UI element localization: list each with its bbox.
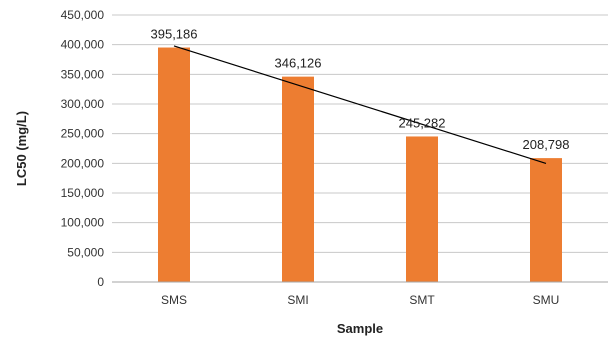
data-labels: 395,186 346,126 245,282 208,798	[151, 27, 570, 153]
data-label-sms: 395,186	[151, 27, 198, 42]
y-tick-label: 350,000	[61, 67, 105, 81]
y-tick-label: 100,000	[61, 216, 105, 230]
bars	[158, 47, 562, 283]
y-tick-label: 450,000	[61, 8, 105, 22]
trendline-group	[173, 45, 547, 164]
x-tick-label: SMT	[409, 293, 435, 307]
y-tick-label: 150,000	[61, 186, 105, 200]
x-axis-title: Sample	[337, 321, 383, 336]
x-tick-label: SMI	[287, 293, 308, 307]
data-label-smt: 245,282	[399, 115, 446, 130]
bar-smi	[282, 76, 314, 283]
y-tick-label: 250,000	[61, 127, 105, 141]
data-label-smi: 346,126	[275, 56, 322, 71]
bar-smt	[406, 136, 438, 282]
bar-smu	[530, 158, 562, 282]
bar-sms	[158, 47, 190, 282]
y-axis-title: LC50 (mg/L)	[14, 111, 29, 186]
y-axis-ticks: 0 50,000 100,000 150,000 200,000 250,000 300,0…	[61, 8, 105, 289]
y-tick-label: 400,000	[61, 38, 105, 52]
gridlines	[112, 14, 608, 253]
x-tick-label: SMU	[533, 293, 560, 307]
trendline	[173, 45, 547, 164]
y-tick-label: 200,000	[61, 156, 105, 170]
x-axis-ticks: SMS SMI SMT SMU	[161, 293, 559, 307]
data-label-smu: 208,798	[523, 137, 570, 152]
y-tick-label: 50,000	[67, 245, 104, 259]
y-tick-label: 300,000	[61, 97, 105, 111]
x-tick-label: SMS	[161, 293, 187, 307]
y-tick-label: 0	[97, 275, 104, 289]
